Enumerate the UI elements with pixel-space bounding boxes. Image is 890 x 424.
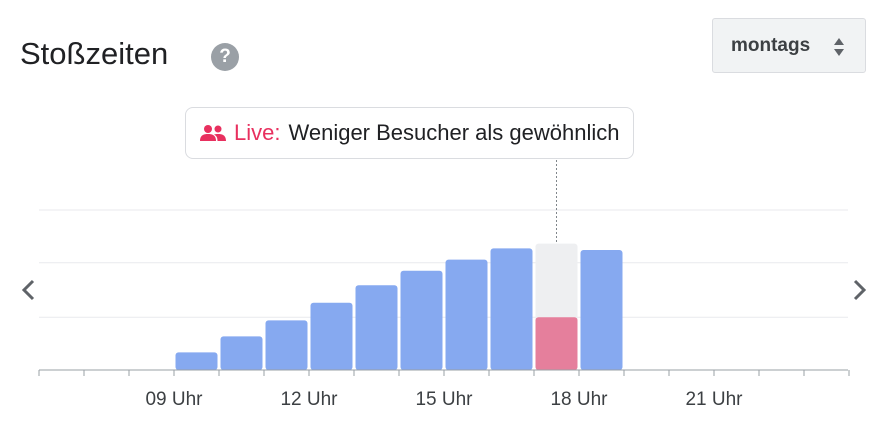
chart-bar bbox=[445, 259, 488, 370]
live-text: Weniger Besucher als gewöhnlich bbox=[288, 120, 620, 145]
page-title: Stoßzeiten bbox=[20, 36, 169, 71]
chart-bar bbox=[400, 270, 443, 370]
x-tick-label: 12 Uhr bbox=[280, 389, 338, 410]
chevron-left-icon[interactable] bbox=[16, 275, 40, 305]
chart-bar bbox=[310, 302, 353, 370]
live-status-box: Live: Weniger Besucher als gewöhnlich bbox=[185, 107, 635, 159]
live-label: Live: bbox=[234, 120, 281, 145]
chart-bar bbox=[175, 352, 218, 370]
chart-bar bbox=[220, 336, 263, 370]
chart-bar bbox=[490, 248, 533, 370]
day-selector-value: montags bbox=[731, 34, 811, 56]
x-tick-label: 09 Uhr bbox=[145, 389, 203, 410]
x-tick-label: 15 Uhr bbox=[415, 389, 473, 410]
help-icon[interactable]: ? bbox=[211, 43, 239, 71]
x-tick-label: 18 Uhr bbox=[550, 389, 608, 410]
live-busyness-bar bbox=[535, 317, 578, 370]
x-tick-label: 21 Uhr bbox=[685, 389, 743, 410]
chart-bar bbox=[580, 250, 623, 370]
chart-bar bbox=[355, 285, 398, 370]
chart-bar bbox=[265, 320, 308, 370]
chevron-right-icon[interactable] bbox=[848, 275, 872, 305]
sort-arrows-icon bbox=[834, 38, 844, 56]
people-icon bbox=[200, 125, 226, 141]
day-selector[interactable]: montags bbox=[712, 18, 866, 73]
